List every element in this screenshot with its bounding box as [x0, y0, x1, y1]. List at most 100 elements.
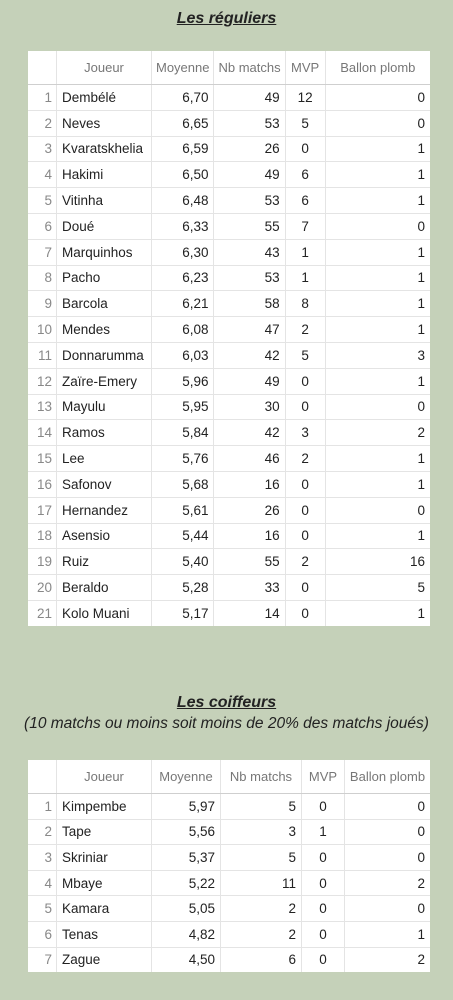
- table-row: 2 Neves 6,65 53 5 0: [28, 109, 430, 137]
- cell-player: Doué: [56, 212, 152, 240]
- header-lead-ball: Ballon plomb: [324, 51, 430, 85]
- cell-matches: 55: [213, 548, 286, 575]
- cell-player: Barcola: [56, 290, 152, 317]
- cell-player: Hernandez: [56, 496, 152, 524]
- cell-player: Asensio: [56, 522, 152, 549]
- cell-matches: 55: [213, 212, 286, 240]
- cell-mvp: 1: [284, 264, 326, 291]
- hairdressers-table: Joueur Moyenne Nb matchs MVP Ballon plom…: [28, 760, 430, 973]
- table-row: 2 Tape 5,56 3 1 0: [28, 818, 430, 845]
- cell-rank: 2: [28, 109, 57, 137]
- cell-average: 5,56: [151, 818, 221, 845]
- cell-average: 4,50: [151, 946, 221, 973]
- cell-player: Skriniar: [56, 844, 152, 871]
- cell-player: Kamara: [56, 895, 152, 922]
- cell-average: 5,84: [150, 419, 214, 446]
- cell-average: 6,30: [150, 238, 214, 266]
- cell-rank: 4: [28, 869, 57, 896]
- cell-matches: 6: [220, 946, 302, 973]
- cell-matches: 46: [213, 445, 286, 472]
- cell-lead-ball: 3: [324, 341, 430, 369]
- cell-mvp: 7: [284, 212, 326, 240]
- cell-mvp: 0: [284, 496, 326, 524]
- cell-mvp: 0: [301, 895, 345, 922]
- cell-rank: 21: [28, 599, 57, 626]
- cell-average: 5,96: [150, 367, 214, 395]
- cell-average: 5,22: [151, 869, 221, 896]
- hairdressers-title: Les coiffeurs: [176, 694, 277, 711]
- cell-mvp: 3: [284, 419, 326, 446]
- cell-matches: 53: [213, 264, 286, 291]
- table-row: 20 Beraldo 5,28 33 0 5: [28, 574, 430, 601]
- table-row: 17 Hernandez 5,61 26 0 0: [28, 496, 430, 524]
- header-matches: Nb matchs: [213, 51, 286, 85]
- cell-matches: 42: [213, 341, 286, 369]
- table-row: 1 Dembélé 6,70 49 12 0: [28, 84, 430, 111]
- cell-mvp: 0: [301, 920, 345, 948]
- cell-average: 5,97: [151, 793, 221, 820]
- cell-rank: 13: [28, 393, 57, 420]
- cell-player: Mayulu: [56, 393, 152, 420]
- cell-rank: 11: [28, 341, 57, 369]
- cell-lead-ball: 0: [344, 793, 430, 820]
- cell-average: 5,05: [151, 895, 221, 922]
- cell-player: Hakimi: [56, 161, 152, 188]
- cell-lead-ball: 0: [324, 496, 430, 524]
- header-matches: Nb matchs: [220, 760, 302, 794]
- cell-mvp: 0: [284, 522, 326, 549]
- cell-mvp: 1: [301, 818, 345, 845]
- hairdressers-subtitle: (10 matchs ou moins soit moins de 20% de…: [24, 715, 429, 732]
- cell-rank: 6: [28, 920, 57, 948]
- cell-mvp: 8: [284, 290, 326, 317]
- cell-lead-ball: 1: [324, 316, 430, 343]
- cell-matches: 42: [213, 419, 286, 446]
- table-row: 12 Zaïre-Emery 5,96 49 0 1: [28, 367, 430, 395]
- cell-rank: 7: [28, 238, 57, 266]
- cell-player: Zaïre-Emery: [56, 367, 152, 395]
- hairdressers-header-row: Joueur Moyenne Nb matchs MVP Ballon plom…: [28, 760, 430, 794]
- cell-matches: 14: [213, 599, 286, 626]
- cell-matches: 53: [213, 187, 286, 214]
- cell-rank: 17: [28, 496, 57, 524]
- cell-rank: 20: [28, 574, 57, 601]
- cell-rank: 5: [28, 895, 57, 922]
- table-row: 3 Kvaratskhelia 6,59 26 0 1: [28, 135, 430, 162]
- cell-rank: 1: [28, 793, 57, 820]
- cell-mvp: 2: [284, 445, 326, 472]
- cell-lead-ball: 0: [324, 84, 430, 111]
- cell-rank: 15: [28, 445, 57, 472]
- cell-rank: 5: [28, 187, 57, 214]
- table-row: 14 Ramos 5,84 42 3 2: [28, 419, 430, 446]
- cell-rank: 14: [28, 419, 57, 446]
- cell-rank: 4: [28, 161, 57, 188]
- table-row: 3 Skriniar 5,37 5 0 0: [28, 844, 430, 871]
- header-rank: [28, 760, 57, 794]
- cell-rank: 8: [28, 264, 57, 291]
- cell-lead-ball: 1: [324, 290, 430, 317]
- cell-lead-ball: 1: [324, 445, 430, 472]
- cell-player: Kimpembe: [56, 793, 152, 820]
- cell-matches: 2: [220, 920, 302, 948]
- cell-rank: 12: [28, 367, 57, 395]
- table-row: 13 Mayulu 5,95 30 0 0: [28, 393, 430, 420]
- cell-rank: 10: [28, 316, 57, 343]
- header-mvp: MVP: [301, 760, 345, 794]
- cell-mvp: 0: [301, 946, 345, 973]
- cell-average: 5,95: [150, 393, 214, 420]
- table-row: 9 Barcola 6,21 58 8 1: [28, 290, 430, 317]
- cell-average: 6,65: [150, 109, 214, 137]
- cell-average: 4,82: [151, 920, 221, 948]
- cell-lead-ball: 2: [324, 419, 430, 446]
- header-average: Moyenne: [151, 760, 221, 794]
- cell-mvp: 0: [301, 793, 345, 820]
- table-row: 21 Kolo Muani 5,17 14 0 1: [28, 599, 430, 626]
- cell-matches: 43: [213, 238, 286, 266]
- cell-lead-ball: 1: [324, 161, 430, 188]
- cell-player: Marquinhos: [56, 238, 152, 266]
- table-row: 7 Zague 4,50 6 0 2: [28, 946, 430, 973]
- cell-player: Kvaratskhelia: [56, 135, 152, 162]
- cell-average: 5,61: [150, 496, 214, 524]
- cell-mvp: 5: [284, 341, 326, 369]
- cell-mvp: 0: [284, 135, 326, 162]
- cell-average: 6,48: [150, 187, 214, 214]
